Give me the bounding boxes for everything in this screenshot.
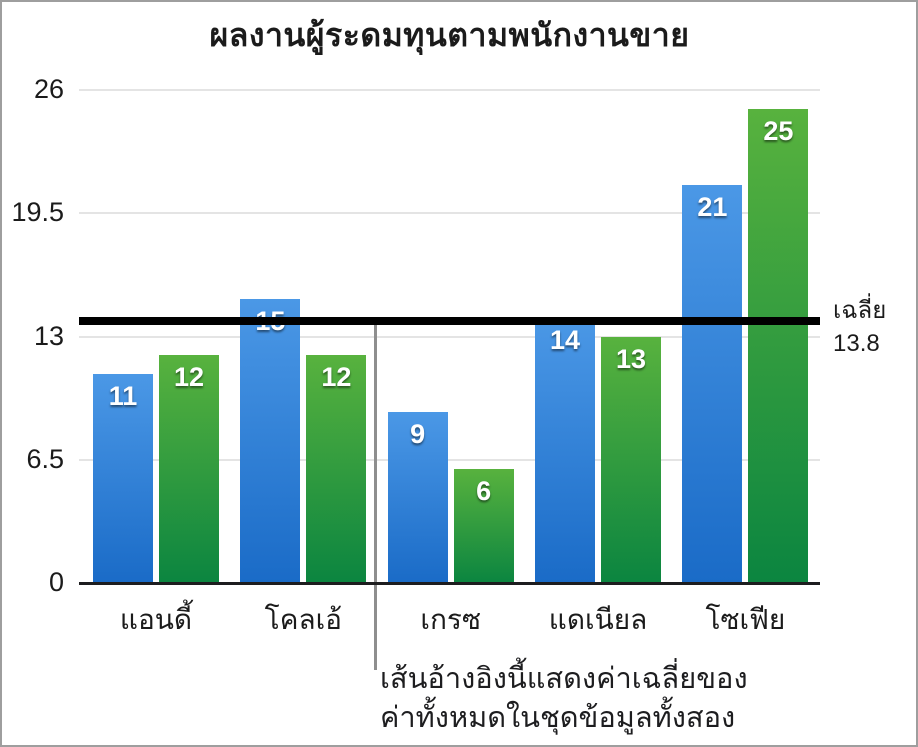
gridline (79, 89, 820, 91)
annotation-caption-line2: ค่าทั้งหมดในชุดข้อมูลทั้งสอง (380, 702, 736, 734)
bar (93, 374, 153, 583)
y-axis-tick-label: 0 (48, 567, 64, 597)
annotation-caption: เส้นอ้างอิงนี้แสดงค่าเฉลี่ยของ ค่าทั้งหม… (380, 660, 748, 738)
bar (387, 412, 448, 583)
reference-line-label-value: 13.8 (833, 330, 880, 358)
reference-line-label-title: เฉลี่ย (833, 297, 887, 325)
reference-line-label: เฉลี่ย 13.8 (833, 294, 886, 360)
y-axis-tick-label: 6.5 (26, 443, 64, 474)
bar-value-label: 6 (476, 476, 492, 507)
x-axis-category-label: เกรซ (420, 604, 481, 635)
x-axis-category-label: โซเฟีย (705, 604, 786, 635)
bar (748, 108, 809, 583)
x-axis-category-label: แดเนียล (548, 604, 648, 635)
bar (535, 317, 596, 583)
bar-value-label: 9 (410, 419, 426, 450)
y-axis-tick-label: 26 (33, 74, 64, 104)
bar-value-label: 14 (550, 324, 581, 355)
x-axis-category-label: โคลเอ้ (264, 604, 342, 635)
bar (159, 355, 219, 583)
bar-value-label: 21 (697, 191, 728, 222)
bar-value-label: 12 (173, 362, 205, 393)
x-axis-category-label: แอนดี้ (119, 604, 193, 635)
gridline (79, 335, 820, 338)
gridline (79, 212, 820, 215)
bar-value-label: 13 (616, 343, 647, 374)
annotation-caption-line1: เส้นอ้างอิงนี้แสดงค่าเฉลี่ยของ (380, 663, 748, 695)
gridline (79, 458, 820, 461)
x-axis-line (79, 582, 820, 585)
bar (306, 355, 367, 583)
bar-value-label: 25 (763, 115, 794, 146)
annotation-connector-line (374, 320, 377, 670)
y-axis-tick-label: 19.5 (11, 197, 64, 228)
bar-value-label: 11 (108, 381, 138, 412)
chart-title: ผลงานผู้ระดมทุนตามพนักงานขาย (209, 17, 690, 53)
bar-value-label: 12 (321, 362, 352, 393)
bar (240, 298, 301, 583)
bar (453, 469, 514, 583)
bar (601, 336, 662, 583)
y-axis-tick-label: 13 (33, 320, 64, 351)
reference-line (79, 317, 820, 326)
bar (682, 184, 743, 583)
